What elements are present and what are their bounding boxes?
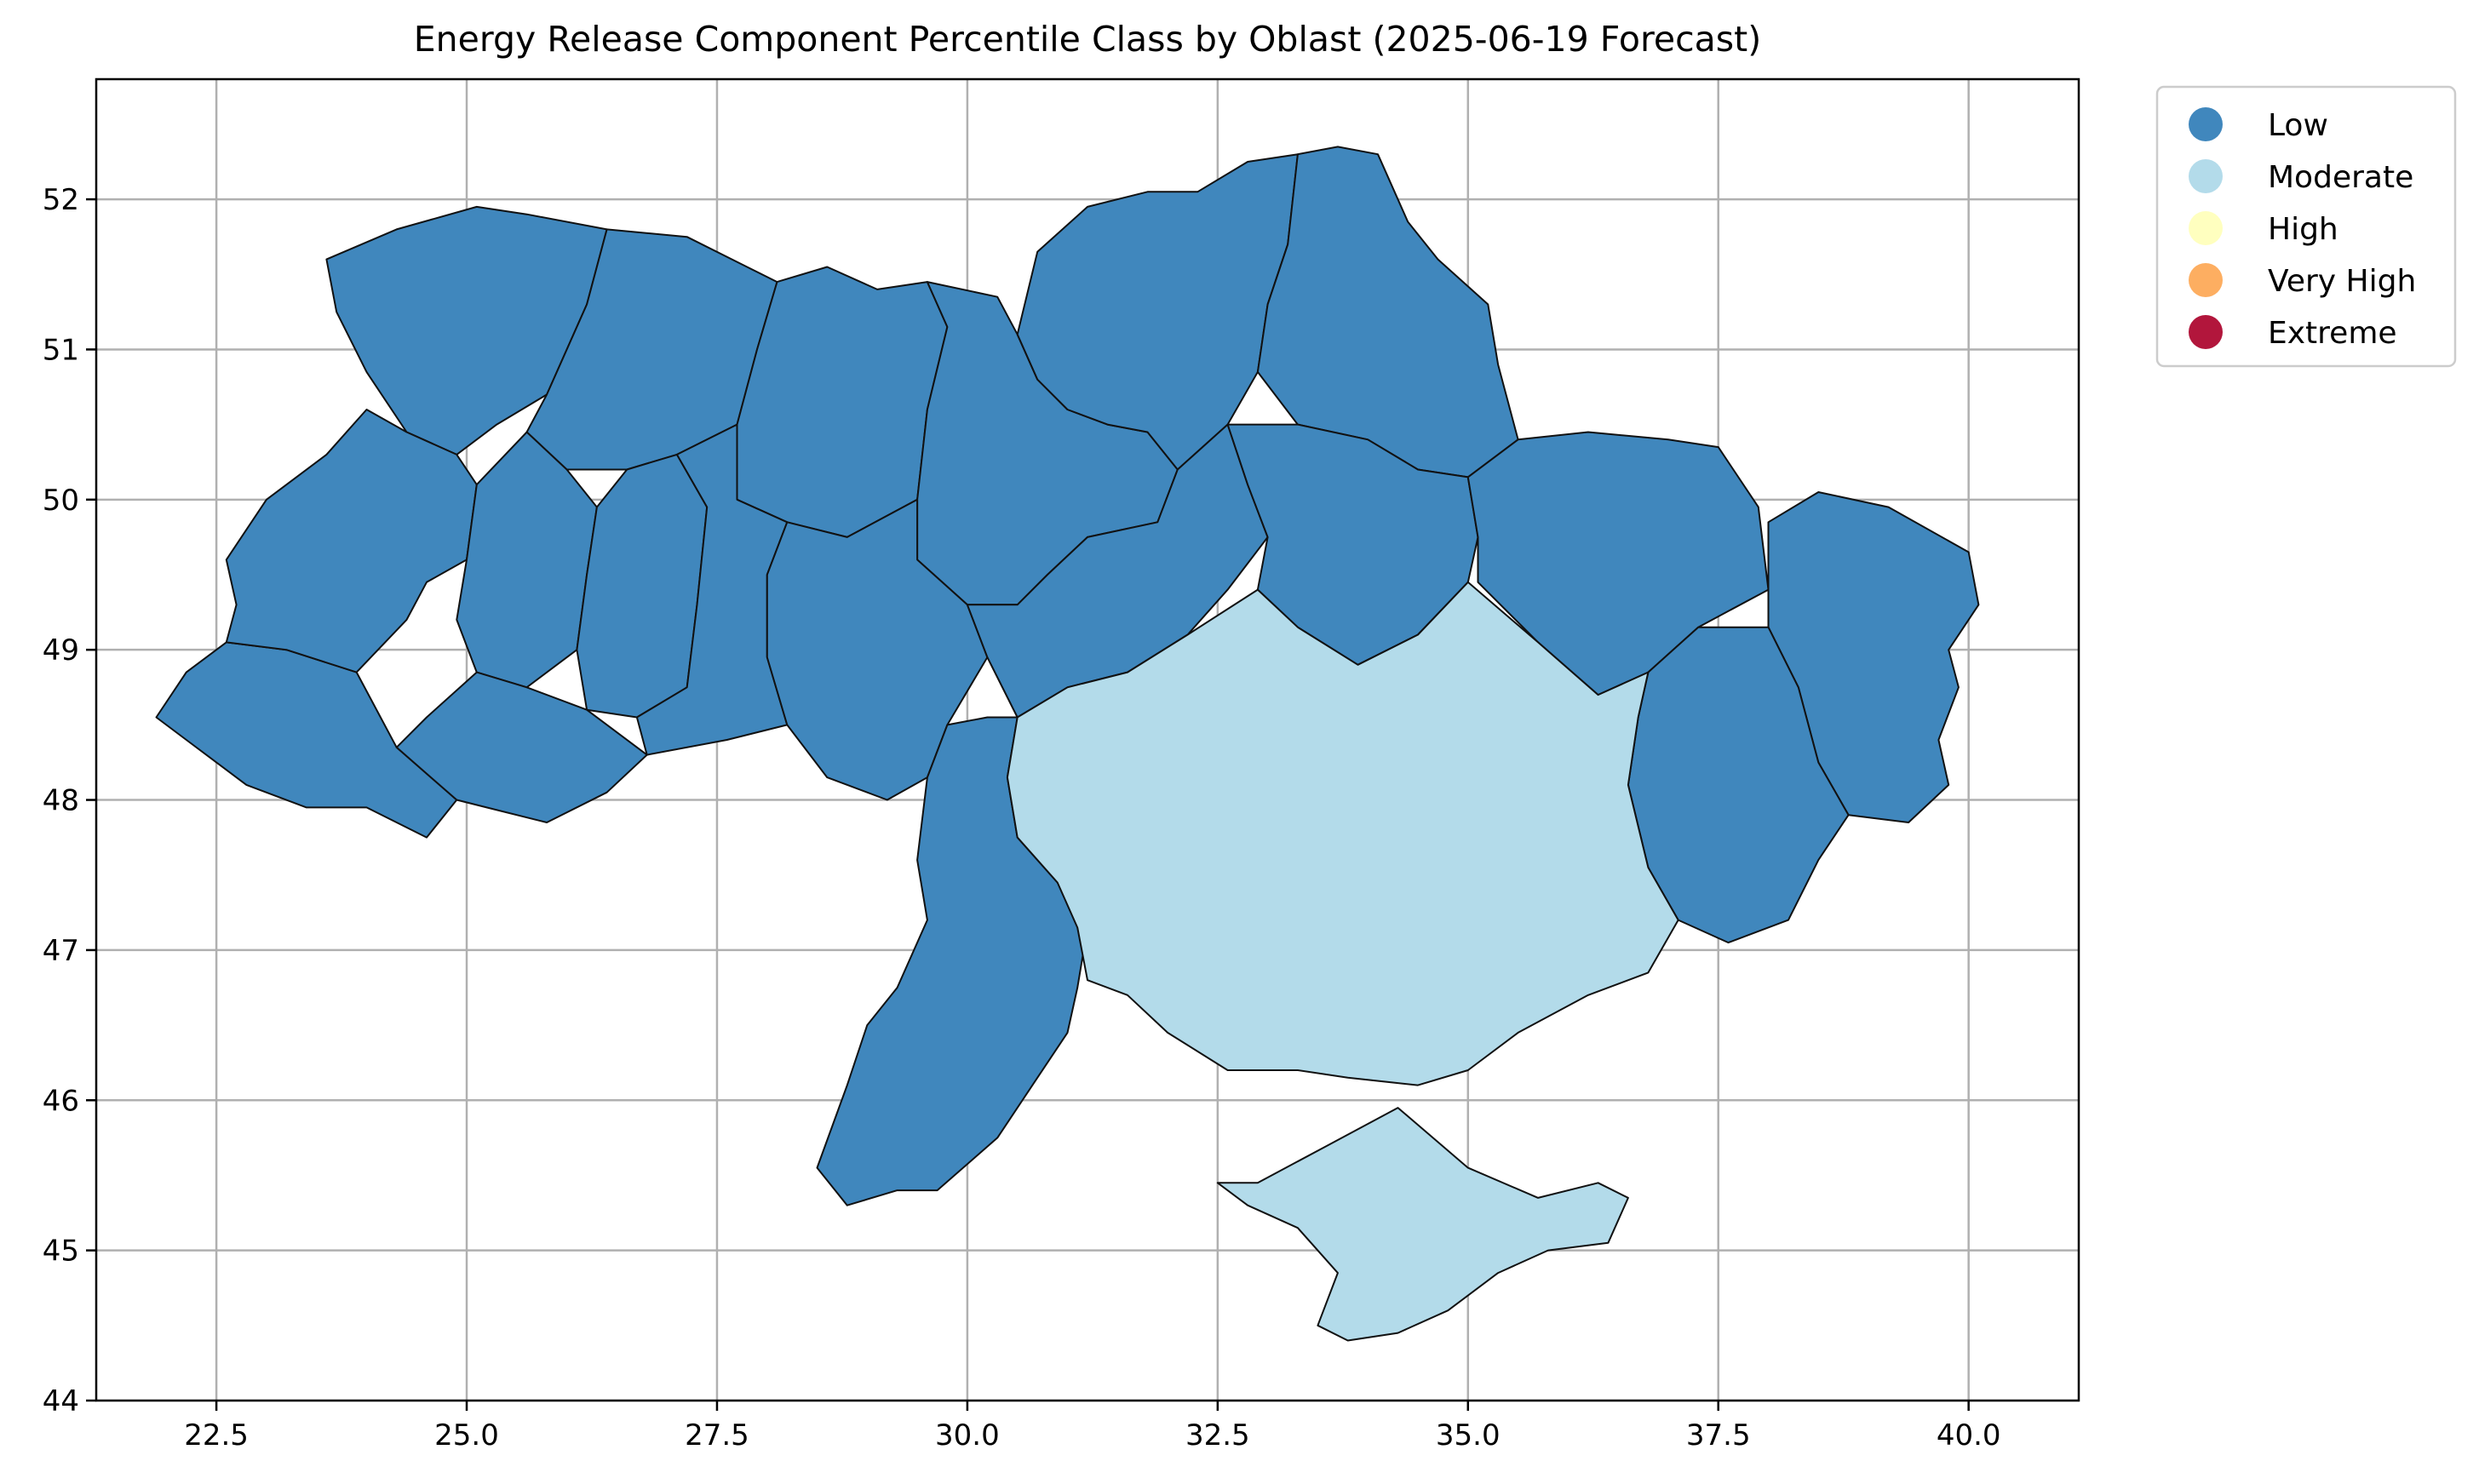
oblast-region	[1466, 431, 1770, 696]
x-tick-label: 40.0	[1937, 1418, 2001, 1452]
x-tick-label: 30.0	[935, 1418, 1000, 1452]
legend-label: High	[2268, 212, 2338, 247]
x-tick-label: 37.5	[1686, 1418, 1751, 1452]
legend-label: Very High	[2268, 264, 2416, 299]
oblast-region	[225, 409, 478, 673]
y-tick-label: 46	[43, 1084, 79, 1118]
legend: Low Moderate High Very High Extreme	[2155, 85, 2457, 368]
legend-label: Extreme	[2268, 316, 2397, 351]
y-tick-label: 45	[43, 1235, 79, 1269]
y-tick-label: 49	[43, 633, 79, 668]
legend-marker	[2189, 159, 2223, 193]
y-tick-label: 52	[43, 183, 79, 217]
y-tick-label: 51	[43, 333, 79, 367]
y-tick-label: 48	[43, 784, 79, 818]
x-tick-label: 32.5	[1185, 1418, 1250, 1452]
plot-frame	[95, 77, 2080, 1402]
x-tick-label: 35.0	[1436, 1418, 1501, 1452]
y-tick-label: 47	[43, 934, 79, 968]
oblast-region	[635, 423, 789, 756]
oblast-region	[1216, 1107, 1629, 1342]
y-axis-ticks: 44 45 46 47 48 49 50 51 52	[43, 183, 96, 1418]
oblast-region	[1006, 581, 1679, 1086]
legend-frame	[2155, 85, 2457, 368]
x-tick-label: 25.0	[434, 1418, 499, 1452]
chart-title: Energy Release Component Percentile Clas…	[413, 19, 1762, 60]
x-tick-label: 22.5	[184, 1418, 249, 1452]
x-tick-label: 27.5	[685, 1418, 749, 1452]
y-tick-label: 44	[43, 1384, 79, 1418]
legend-marker	[2189, 107, 2223, 141]
legend-marker	[2189, 263, 2223, 297]
y-tick-label: 50	[43, 484, 79, 518]
legend-marker	[2189, 315, 2223, 349]
legend-marker	[2189, 211, 2223, 245]
oblast-regions	[155, 146, 1980, 1342]
legend-label: Moderate	[2268, 160, 2413, 195]
x-axis-ticks: 22.5 25.0 27.5 30.0 32.5 35.0 37.5 40.0	[184, 1401, 2001, 1452]
legend-label: Low	[2268, 108, 2328, 143]
